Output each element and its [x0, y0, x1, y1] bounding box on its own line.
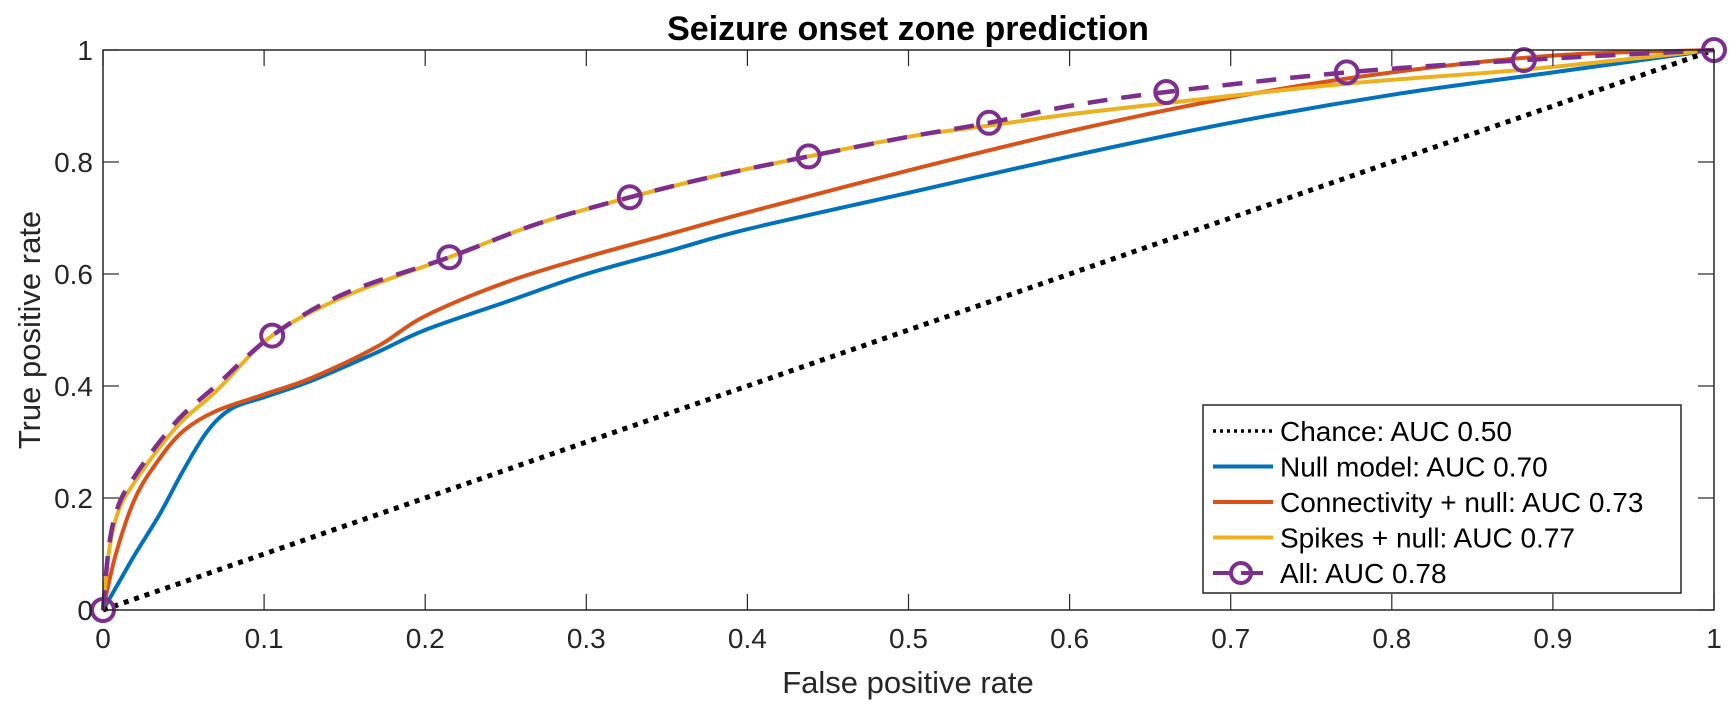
y-tick-label: 0	[77, 595, 93, 626]
all-marker	[436, 244, 463, 271]
x-tick-label: 0.8	[1372, 623, 1411, 654]
all-marker	[1510, 47, 1537, 74]
x-axis-label: False positive rate	[782, 665, 1034, 700]
legend-label: Chance: AUC 0.50	[1280, 416, 1512, 447]
all-marker	[1333, 59, 1360, 86]
x-tick-label: 0.2	[406, 623, 445, 654]
x-tick-label: 0	[95, 623, 111, 654]
all-line	[100, 47, 1715, 611]
x-tick-label: 0.5	[889, 623, 928, 654]
chart-title: Seizure onset zone prediction	[667, 10, 1149, 48]
all-marker	[976, 109, 1003, 136]
x-tick-label: 0.7	[1211, 623, 1250, 654]
legend-label: All: AUC 0.78	[1280, 558, 1447, 589]
x-tick-label: 0.3	[567, 623, 606, 654]
legend-label: Connectivity + null: AUC 0.73	[1280, 487, 1643, 518]
y-tick-label: 0.4	[54, 371, 93, 402]
all-marker	[616, 184, 643, 211]
all-marker	[795, 143, 822, 170]
plot-area	[90, 37, 1727, 623]
legend-box	[1202, 404, 1682, 594]
y-tick-label: 1	[77, 35, 93, 66]
x-tick-label: 0.9	[1533, 623, 1572, 654]
legend-label: Null model: AUC 0.70	[1280, 452, 1548, 483]
x-tick-label: 1	[1706, 623, 1722, 654]
x-tick-label: 0.4	[728, 623, 767, 654]
legend-label: Spikes + null: AUC 0.77	[1280, 523, 1575, 554]
chance-line	[102, 47, 1715, 613]
connectivity-null-line	[101, 48, 1715, 611]
all-marker	[259, 322, 286, 349]
y-tick-label: 0.2	[54, 483, 93, 514]
x-tick-label: 0.6	[1050, 623, 1089, 654]
y-tick-label: 0.8	[54, 147, 93, 178]
legend: Chance: AUC 0.50 Null model: AUC 0.70 Conn…	[1202, 404, 1682, 594]
y-axis-label: True positive rate	[12, 211, 47, 449]
all-marker	[1153, 79, 1180, 105]
x-tick-label: 0.1	[245, 623, 284, 654]
y-tick-label: 0.6	[54, 259, 93, 290]
null-model-line	[101, 48, 1715, 611]
axes: 0 0.1 0.2 0.3 0.4 0.5 0.6 0.7 0.8 0.9 1 0 0.2 0.4 0.6 0…	[54, 35, 1722, 654]
